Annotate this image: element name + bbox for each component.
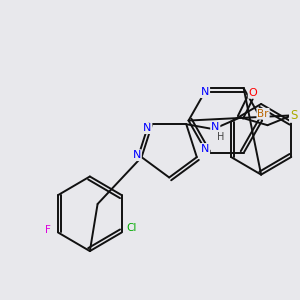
Text: F: F bbox=[45, 226, 51, 236]
Text: N: N bbox=[201, 87, 209, 97]
Text: Cl: Cl bbox=[126, 223, 136, 232]
Text: Br: Br bbox=[257, 109, 269, 119]
Text: O: O bbox=[249, 88, 257, 98]
Text: N: N bbox=[133, 150, 141, 160]
Text: N: N bbox=[201, 144, 209, 154]
Text: N: N bbox=[211, 122, 220, 132]
Text: S: S bbox=[290, 109, 297, 122]
Text: N: N bbox=[143, 123, 152, 133]
Text: H: H bbox=[218, 132, 225, 142]
